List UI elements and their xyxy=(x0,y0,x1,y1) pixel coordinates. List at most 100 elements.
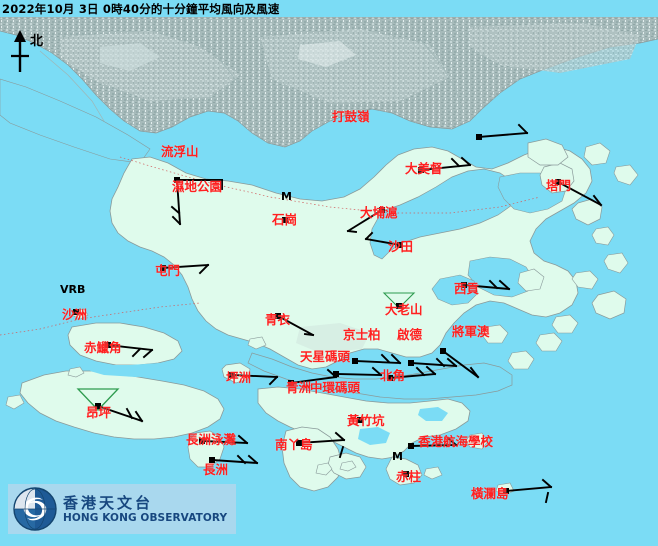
station-label-chek-lap-kok[interactable]: 赤鱲角 xyxy=(84,340,122,355)
wind-barb-kai-tak xyxy=(409,357,458,368)
station-label-kai-tak[interactable]: 啟德 xyxy=(397,327,423,342)
station-label-hk-sea-school[interactable]: 香港航海學校 xyxy=(418,434,494,449)
station-label-tseung-kwan-o[interactable]: 將軍澳 xyxy=(452,324,490,339)
station-dot-chek-lap-kok xyxy=(105,342,111,348)
station-label-sha-tin[interactable]: 沙田 xyxy=(388,239,414,254)
station-label-tap-mun[interactable]: 塔門 xyxy=(546,178,572,193)
wind-barb-lamma-island xyxy=(297,431,346,459)
station-dot-waglan-island xyxy=(503,488,509,494)
station-label-tai-mei-tuk[interactable]: 大美督 xyxy=(405,161,443,176)
station-label-tuen-mun[interactable]: 屯門 xyxy=(155,263,181,278)
wind-barb-wetland-park xyxy=(170,178,182,226)
station-label-green-island[interactable]: 青洲 xyxy=(286,380,312,395)
mainland-china-landmass xyxy=(0,17,658,164)
station-dot-wong-chuk-hang xyxy=(357,417,363,423)
hong-kong-wind-map[interactable] xyxy=(0,17,658,546)
station-label-lamma-island[interactable]: 南丫島 xyxy=(275,437,313,452)
station-dots-layer xyxy=(73,134,561,494)
station-label-ta-kwu-ling[interactable]: 打鼓嶺 xyxy=(332,109,370,124)
station-marker-sha-chau: VRB xyxy=(60,283,86,296)
page-title: 2022年10月 3日 0時40分的十分鐘平均風向及風速 xyxy=(2,2,280,16)
gale-triangle-markers xyxy=(76,292,416,411)
station-dot-tseung-kwan-o xyxy=(440,348,446,354)
station-dot-tai-po-kau xyxy=(379,207,385,213)
wind-barb-sha-tin xyxy=(364,231,402,247)
station-dot-green-island xyxy=(288,380,294,386)
station-dot-kai-tak xyxy=(408,360,414,366)
station-label-north-point[interactable]: 北角 xyxy=(380,368,406,383)
wind-barb-tap-mun xyxy=(556,180,603,207)
station-label-central-pier[interactable]: 中環碼頭 xyxy=(310,380,361,395)
hong-kong-landmass xyxy=(0,138,639,496)
hko-logo-english: HONG KONG OBSERVATORY xyxy=(63,511,228,524)
station-dot-cheung-chau-beach xyxy=(199,438,205,444)
station-label-tates-cairn[interactable]: 大老山 xyxy=(385,302,423,317)
station-label-sha-chau[interactable]: 沙洲 xyxy=(62,307,88,322)
wind-barb-tai-mei-tuk xyxy=(419,156,472,172)
station-label-kings-park[interactable]: 京士柏 xyxy=(343,327,381,342)
wind-barb-cheung-chau-beach xyxy=(201,434,249,445)
station-dot-hk-sea-school xyxy=(408,443,414,449)
station-marker-shek-kong: M xyxy=(281,190,292,203)
wind-barb-tuen-mun xyxy=(161,263,210,275)
north-arrow: 北 xyxy=(6,28,62,74)
hko-logo[interactable]: 香港天文台 HONG KONG OBSERVATORY xyxy=(8,484,236,534)
wind-barbs-layer xyxy=(96,123,603,504)
station-label-wong-chuk-hang[interactable]: 黃竹坑 xyxy=(347,413,385,428)
station-dot-shek-kong xyxy=(282,217,288,223)
wind-barb-ta-kwu-ling xyxy=(477,123,529,139)
station-dot-tates-cairn xyxy=(396,303,402,309)
station-dot-lau-fau-shan xyxy=(174,177,180,183)
wind-barb-cheung-chau xyxy=(210,454,259,465)
wind-barb-hk-sea-school xyxy=(410,436,458,447)
wind-barb-tseung-kwan-o xyxy=(441,349,480,379)
station-label-waglan-island[interactable]: 橫瀾島 xyxy=(471,486,509,501)
station-label-cheung-chau-beach[interactable]: 長洲泳灘 xyxy=(186,432,237,447)
wind-barb-lau-fau-shan xyxy=(176,179,223,190)
wind-barb-chek-lap-kok xyxy=(106,343,154,359)
wind-barb-tai-po-kau xyxy=(346,208,384,234)
wind-barb-peng-chau xyxy=(231,374,279,386)
wind-barb-tsing-yi xyxy=(276,314,315,337)
gale-triangle-ngong-ping xyxy=(76,388,120,411)
station-dot-tsing-yi xyxy=(275,313,281,319)
station-label-wetland-park[interactable]: 濕地公園 xyxy=(172,179,223,194)
station-label-stanley[interactable]: 赤柱 xyxy=(396,469,422,484)
station-dot-tai-mei-tuk xyxy=(418,167,424,173)
station-dot-sha-chau xyxy=(73,309,79,315)
wind-barb-kings-park xyxy=(354,353,402,365)
station-label-cheung-chau[interactable]: 長洲 xyxy=(203,462,229,477)
station-dot-peng-chau xyxy=(229,372,235,378)
wind-barb-ngong-ping xyxy=(96,404,144,423)
station-dot-tap-mun xyxy=(555,179,561,185)
station-dot-ta-kwu-ling xyxy=(476,134,482,140)
wind-barb-waglan-island xyxy=(504,478,553,504)
station-label-ngong-ping[interactable]: 昂坪 xyxy=(86,405,112,420)
station-dot-cheung-chau xyxy=(209,457,215,463)
station-label-tsing-yi[interactable]: 青衣 xyxy=(265,312,291,327)
station-label-tai-po-kau[interactable]: 大埔滬 xyxy=(360,205,398,220)
wind-barb-star-ferry xyxy=(335,366,383,377)
station-dot-star-ferry xyxy=(333,371,339,377)
station-dot-north-point xyxy=(387,375,393,381)
station-marker-stanley: M xyxy=(392,450,403,463)
station-label-lau-fau-shan[interactable]: 流浮山 xyxy=(161,144,199,159)
station-label-sai-kung[interactable]: 西貢 xyxy=(454,281,480,296)
station-dot-kings-park xyxy=(352,358,358,364)
north-arrow-label: 北 xyxy=(30,34,44,49)
station-dot-lamma-island xyxy=(296,440,302,446)
wind-barb-sai-kung xyxy=(462,279,511,291)
hko-logo-chinese: 香港天文台 xyxy=(63,493,154,512)
gale-triangle-tates-cairn xyxy=(382,292,416,309)
station-label-star-ferry[interactable]: 天星碼頭 xyxy=(300,349,351,364)
hko-logo-mark xyxy=(13,487,57,531)
station-label-peng-chau[interactable]: 坪洲 xyxy=(226,370,252,385)
station-label-shek-kong[interactable]: 石崗 xyxy=(272,212,298,227)
wind-barb-north-point xyxy=(388,365,437,380)
station-dot-sai-kung xyxy=(461,282,467,288)
station-dot-stanley xyxy=(403,471,409,477)
station-dot-tuen-mun xyxy=(160,265,166,271)
station-dot-sha-tin xyxy=(397,242,403,248)
station-dot-ngong-ping xyxy=(95,403,101,409)
